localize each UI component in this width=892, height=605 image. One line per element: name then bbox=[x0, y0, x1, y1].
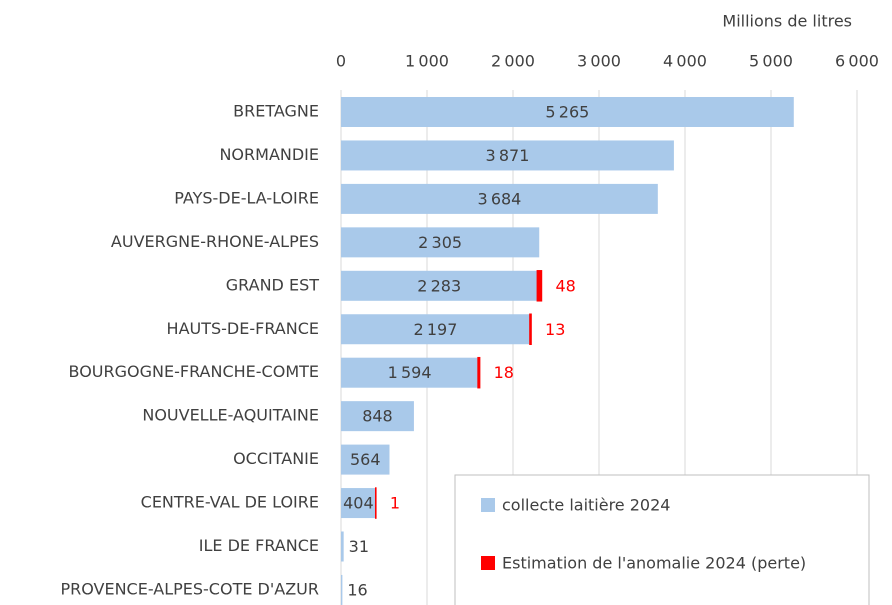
x-tick-label: 3 000 bbox=[577, 52, 621, 71]
bar bbox=[341, 183, 658, 214]
bar bbox=[341, 314, 530, 345]
anomaly-bar bbox=[529, 313, 532, 345]
category-label: NOUVELLE-AQUITAINE bbox=[142, 406, 319, 425]
legend-box bbox=[454, 474, 870, 605]
bar bbox=[341, 227, 540, 258]
value-label: 2 197 bbox=[414, 320, 458, 339]
bar bbox=[341, 574, 343, 605]
category-label: HAUTS-DE-FRANCE bbox=[167, 319, 319, 338]
bar bbox=[341, 488, 376, 519]
value-label: 2 305 bbox=[418, 233, 462, 252]
category-label: GRAND EST bbox=[226, 275, 319, 294]
bar bbox=[341, 444, 390, 475]
value-label: 564 bbox=[350, 450, 381, 469]
category-label: BRETAGNE bbox=[233, 102, 319, 121]
x-tick-label: 5 000 bbox=[749, 52, 793, 71]
category-label: AUVERGNE-RHONE-ALPES bbox=[111, 232, 319, 251]
value-label: 848 bbox=[362, 407, 393, 426]
value-label: 3 684 bbox=[477, 189, 521, 208]
bar bbox=[341, 140, 674, 171]
anomaly-bar bbox=[536, 270, 543, 302]
axis-title: Millions de litres bbox=[722, 12, 852, 31]
value-label: 404 bbox=[343, 494, 374, 513]
category-label: PAYS-DE-LA-LOIRE bbox=[174, 188, 319, 207]
bar bbox=[341, 357, 479, 388]
anomaly-label: 1 bbox=[390, 494, 400, 513]
anomaly-label: 18 bbox=[494, 363, 514, 382]
legend-label: Estimation de l'anomalie 2024 (perte) bbox=[502, 554, 806, 573]
legend-swatch bbox=[481, 556, 495, 570]
category-label: CENTRE-VAL DE LOIRE bbox=[141, 493, 319, 512]
value-label: 5 265 bbox=[545, 103, 589, 122]
bar bbox=[341, 531, 344, 562]
bar bbox=[341, 97, 794, 127]
category-label: PROVENCE-ALPES-COTE D'AZUR bbox=[60, 579, 319, 598]
category-label: OCCITANIE bbox=[233, 449, 319, 468]
anomaly-label: 13 bbox=[545, 320, 565, 339]
legend-label: collecte laitière 2024 bbox=[502, 496, 670, 515]
anomaly-bar bbox=[477, 356, 481, 389]
value-label: 16 bbox=[347, 580, 367, 599]
x-tick-label: 4 000 bbox=[663, 52, 707, 71]
x-tick-label: 6 000 bbox=[835, 52, 879, 71]
category-label: BOURGOGNE-FRANCHE-COMTE bbox=[69, 362, 319, 381]
category-label: ILE DE FRANCE bbox=[199, 536, 319, 555]
x-tick-label: 2 000 bbox=[491, 52, 535, 71]
bar bbox=[341, 401, 414, 432]
value-label: 1 594 bbox=[388, 363, 432, 382]
anomaly-label: 48 bbox=[555, 276, 575, 295]
category-label: NORMANDIE bbox=[219, 145, 319, 164]
bar bbox=[341, 270, 538, 301]
legend-swatch bbox=[481, 498, 495, 512]
x-tick-label: 0 bbox=[336, 52, 346, 71]
value-label: 31 bbox=[349, 537, 369, 556]
value-label: 3 871 bbox=[485, 146, 529, 165]
x-tick-label: 1 000 bbox=[405, 52, 449, 71]
value-label: 2 283 bbox=[417, 276, 461, 295]
